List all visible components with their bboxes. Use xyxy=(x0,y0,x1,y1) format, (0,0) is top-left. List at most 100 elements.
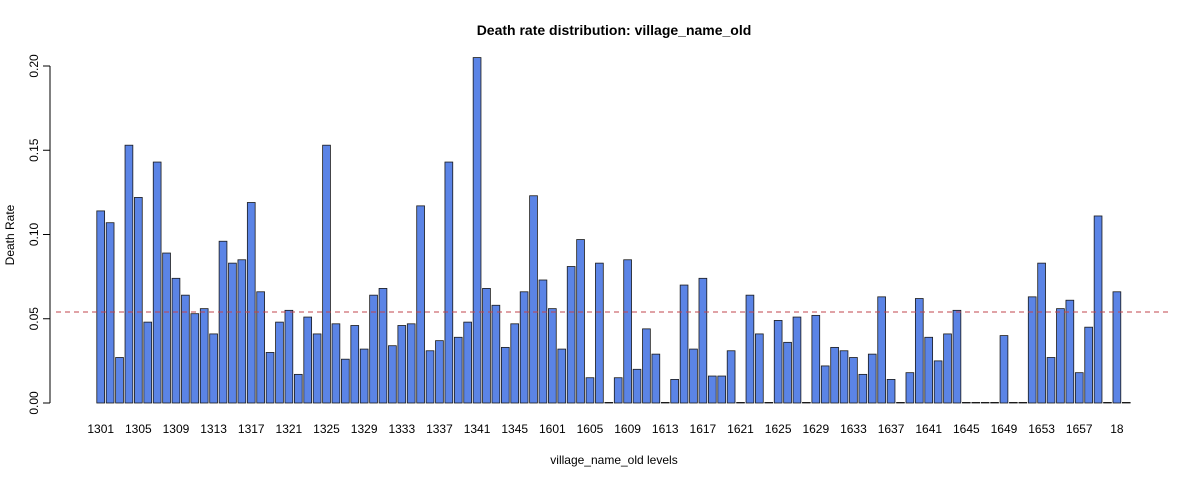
bar xyxy=(1084,326,1093,404)
bar xyxy=(482,288,491,404)
bar xyxy=(378,288,388,404)
bar xyxy=(858,373,868,404)
x-tick-label: 1321 xyxy=(276,422,303,436)
x-tick-label: 1317 xyxy=(238,422,265,436)
bar xyxy=(613,377,623,404)
bar xyxy=(472,57,482,404)
bar xyxy=(820,365,830,404)
bar xyxy=(962,401,971,404)
bar xyxy=(886,379,896,404)
bar xyxy=(999,335,1009,404)
y-tick-label: 0.05 xyxy=(27,307,41,331)
bar xyxy=(980,401,990,404)
bar xyxy=(510,323,520,404)
x-tick-label: 1305 xyxy=(125,422,152,436)
x-tick-label: 1613 xyxy=(652,422,679,436)
bar xyxy=(924,336,934,404)
x-axis: 1301 1305 1309 1313 1317 1321 1325 1329 1333 1337… xyxy=(87,422,1124,436)
bar xyxy=(218,240,228,404)
bar xyxy=(839,350,849,404)
x-tick-label: 1329 xyxy=(351,422,378,436)
bar xyxy=(406,323,416,404)
bar xyxy=(228,262,237,404)
bar xyxy=(1009,401,1018,404)
bar xyxy=(463,321,472,404)
bar xyxy=(726,350,736,404)
x-tick-label: 1617 xyxy=(690,422,717,436)
bar xyxy=(557,348,567,404)
x-tick-label: 18 xyxy=(1110,422,1124,436)
bar xyxy=(1018,401,1028,404)
y-axis-label: Death Rate xyxy=(3,204,17,265)
bar xyxy=(933,360,943,404)
bar xyxy=(453,336,463,404)
x-tick-label: 1629 xyxy=(802,422,829,436)
bar xyxy=(905,372,915,404)
bar xyxy=(642,328,651,404)
bar xyxy=(877,296,886,404)
bar xyxy=(576,239,585,404)
x-tick-label: 1633 xyxy=(840,422,867,436)
bar xyxy=(388,345,397,404)
bar xyxy=(896,401,905,404)
x-tick-label: 1609 xyxy=(614,422,641,436)
x-tick-label: 1325 xyxy=(313,422,340,436)
bar xyxy=(698,277,708,404)
bar xyxy=(246,202,256,404)
bar xyxy=(679,284,689,404)
bar xyxy=(745,294,755,404)
bar xyxy=(105,222,115,404)
x-tick-label: 1313 xyxy=(200,422,227,436)
bar xyxy=(341,358,350,404)
x-axis-label: village_name_old levels xyxy=(550,453,677,467)
bar xyxy=(755,333,764,404)
y-axis: 0.00 0.05 0.10 0.15 0.20 xyxy=(27,54,51,415)
bar xyxy=(764,401,774,404)
bar xyxy=(500,346,510,404)
bar xyxy=(275,321,284,404)
y-tick-label: 0.15 xyxy=(27,138,41,162)
bar xyxy=(435,340,444,404)
bar xyxy=(124,144,134,404)
bar xyxy=(689,348,698,404)
bar xyxy=(171,277,181,404)
x-tick-label: 1645 xyxy=(953,422,980,436)
bar xyxy=(369,294,378,404)
x-tick-label: 1605 xyxy=(577,422,604,436)
bar xyxy=(811,314,821,404)
bar xyxy=(651,353,661,404)
bar xyxy=(265,352,275,404)
bar xyxy=(181,294,190,404)
bar xyxy=(322,144,331,404)
x-tick-label: 1641 xyxy=(915,422,942,436)
bar xyxy=(331,323,341,404)
bar xyxy=(491,304,501,404)
bar xyxy=(199,308,209,404)
bars-group xyxy=(96,57,1131,404)
bar xyxy=(359,348,369,404)
x-tick-label: 1657 xyxy=(1066,422,1093,436)
bar xyxy=(595,262,604,404)
bar xyxy=(312,333,322,404)
bar xyxy=(849,357,858,404)
x-tick-label: 1625 xyxy=(765,422,792,436)
bar xyxy=(1093,215,1103,404)
bar xyxy=(773,320,783,404)
x-tick-label: 1345 xyxy=(501,422,528,436)
bar xyxy=(519,291,529,404)
bar xyxy=(1121,401,1131,404)
x-tick-label: 1649 xyxy=(991,422,1018,436)
bar xyxy=(115,357,124,404)
bar xyxy=(397,325,407,404)
bar xyxy=(952,309,962,404)
bar xyxy=(416,205,425,404)
bar xyxy=(152,161,162,404)
bar xyxy=(237,259,247,404)
bar xyxy=(293,373,303,404)
bar xyxy=(256,291,265,404)
bar xyxy=(566,266,576,404)
bar xyxy=(632,368,642,404)
bar xyxy=(604,401,614,404)
y-tick-label: 0.20 xyxy=(27,54,41,78)
x-tick-label: 1637 xyxy=(878,422,905,436)
